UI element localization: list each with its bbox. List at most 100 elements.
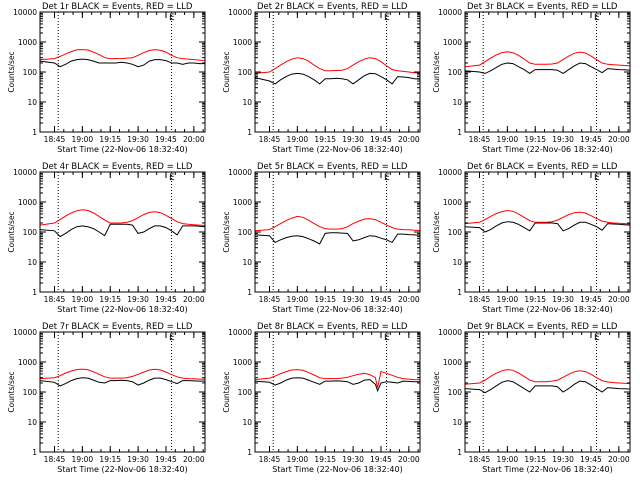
y-tick-label: 10000 xyxy=(438,328,462,337)
y-tick-label: 1000 xyxy=(443,38,462,47)
x-axis-label: Start Time (22-Nov-06 18:32:40) xyxy=(272,145,402,154)
legend-marker: E xyxy=(594,173,600,183)
y-tick-label: 1 xyxy=(247,288,252,297)
y-axis-label: Counts/sec xyxy=(7,211,16,252)
y-axis-label: Counts/sec xyxy=(432,371,441,412)
chart-panel: Det 4r BLACK = Events, RED = LLD 1 10 100 10… xyxy=(7,162,206,314)
events-series-line xyxy=(464,221,631,233)
y-tick-label: 1 xyxy=(32,448,37,457)
x-tick-label: 19:15 xyxy=(314,135,336,144)
plot-frame xyxy=(254,171,421,293)
y-tick-label: 10 xyxy=(242,418,252,427)
lld-series-line xyxy=(464,51,631,68)
x-tick-label: 20:00 xyxy=(183,455,205,464)
x-tick-label: 19:15 xyxy=(524,295,546,304)
x-tick-label: 20:00 xyxy=(608,295,630,304)
lld-series-line xyxy=(39,49,206,62)
chart-panel: Det 1r BLACK = Events, RED = LLD 1 10 100 10… xyxy=(7,2,206,154)
y-tick-label: 1 xyxy=(457,288,462,297)
x-tick-label: 18:45 xyxy=(469,135,491,144)
legend-marker: E xyxy=(169,333,175,343)
x-tick-label: 19:00 xyxy=(287,455,309,464)
events-series-line xyxy=(254,377,420,393)
y-tick-label: 1000 xyxy=(18,38,37,47)
legend-marker: E xyxy=(594,13,600,23)
x-tick-label: 19:45 xyxy=(370,135,392,144)
lld-series-line xyxy=(254,215,421,232)
y-tick-label: 10000 xyxy=(13,8,37,17)
x-tick-label: 19:45 xyxy=(155,135,177,144)
y-tick-label: 1 xyxy=(247,128,252,137)
y-tick-label: 10 xyxy=(452,258,462,267)
chart-title: Det 4r BLACK = Events, RED = LLD xyxy=(42,162,193,172)
legend-marker: E xyxy=(384,13,390,23)
x-tick-label: 19:00 xyxy=(72,455,94,464)
y-tick-label: 100 xyxy=(23,228,38,237)
x-tick-label: 19:30 xyxy=(552,295,574,304)
plot-frame xyxy=(254,331,421,453)
x-tick-label: 19:45 xyxy=(155,455,177,464)
x-tick-label: 19:45 xyxy=(580,135,602,144)
events-series-line xyxy=(254,232,421,245)
x-axis-label: Start Time (22-Nov-06 18:32:40) xyxy=(272,465,402,474)
lld-series-line xyxy=(254,369,421,388)
x-tick-label: 19:15 xyxy=(99,295,121,304)
x-tick-label: 20:00 xyxy=(398,455,420,464)
y-axis-label: Counts/sec xyxy=(222,51,231,92)
x-tick-label: 18:45 xyxy=(44,295,66,304)
x-tick-label: 18:45 xyxy=(44,455,66,464)
y-axis-label: Counts/sec xyxy=(7,51,16,92)
lld-series-line xyxy=(464,209,631,225)
chart-title: Det 3r BLACK = Events, RED = LLD xyxy=(467,2,618,12)
x-axis-label: Start Time (22-Nov-06 18:32:40) xyxy=(57,465,187,474)
x-tick-label: 19:00 xyxy=(287,135,309,144)
lld-series-line xyxy=(254,57,420,74)
y-tick-label: 100 xyxy=(238,228,253,237)
y-tick-label: 10000 xyxy=(438,168,462,177)
chart-title: Det 6r BLACK = Events, RED = LLD xyxy=(467,162,618,172)
y-tick-label: 1000 xyxy=(233,38,252,47)
x-tick-label: 19:00 xyxy=(72,135,94,144)
x-tick-label: 18:45 xyxy=(259,295,281,304)
x-tick-label: 19:30 xyxy=(552,455,574,464)
x-axis-label: Start Time (22-Nov-06 18:32:40) xyxy=(482,305,612,314)
chart-title: Det 8r BLACK = Events, RED = LLD xyxy=(257,322,408,332)
plot-frame xyxy=(39,331,206,453)
x-tick-label: 19:00 xyxy=(497,135,519,144)
y-tick-label: 1 xyxy=(457,128,462,137)
x-tick-label: 20:00 xyxy=(608,135,630,144)
y-tick-label: 100 xyxy=(23,68,38,77)
x-tick-label: 19:15 xyxy=(314,455,336,464)
y-tick-label: 1000 xyxy=(443,358,462,367)
y-tick-label: 1000 xyxy=(233,198,252,207)
chart-panel: Det 7r BLACK = Events, RED = LLD 1 10 100 10… xyxy=(7,322,206,474)
x-tick-label: 19:30 xyxy=(127,455,149,464)
x-tick-label: 20:00 xyxy=(608,455,630,464)
plot-frame xyxy=(39,11,206,133)
x-axis-label: Start Time (22-Nov-06 18:32:40) xyxy=(272,305,402,314)
x-tick-label: 19:15 xyxy=(524,135,546,144)
x-tick-label: 19:45 xyxy=(370,455,392,464)
y-tick-label: 10000 xyxy=(228,168,252,177)
y-axis-label: Counts/sec xyxy=(222,211,231,252)
legend-marker: E xyxy=(384,333,390,343)
y-tick-label: 10 xyxy=(27,98,37,107)
chart-panel: Det 9r BLACK = Events, RED = LLD 1 10 100 10… xyxy=(432,322,631,474)
y-tick-label: 10000 xyxy=(13,328,37,337)
chart-panel: Det 2r BLACK = Events, RED = LLD 1 10 100 10… xyxy=(222,2,421,154)
chart-title: Det 9r BLACK = Events, RED = LLD xyxy=(467,322,618,332)
y-axis-label: Counts/sec xyxy=(222,371,231,412)
chart-title: Det 7r BLACK = Events, RED = LLD xyxy=(42,322,193,332)
x-tick-label: 19:15 xyxy=(99,135,121,144)
events-series-line xyxy=(254,72,421,85)
legend-marker: E xyxy=(169,13,175,23)
x-tick-label: 19:45 xyxy=(370,295,392,304)
y-tick-label: 1 xyxy=(457,448,462,457)
x-tick-label: 19:15 xyxy=(99,455,121,464)
plot-frame xyxy=(39,171,206,293)
x-tick-label: 20:00 xyxy=(183,295,205,304)
y-tick-label: 10 xyxy=(27,418,37,427)
y-tick-label: 100 xyxy=(238,388,253,397)
x-tick-label: 19:15 xyxy=(524,455,546,464)
events-series-line xyxy=(464,380,631,394)
